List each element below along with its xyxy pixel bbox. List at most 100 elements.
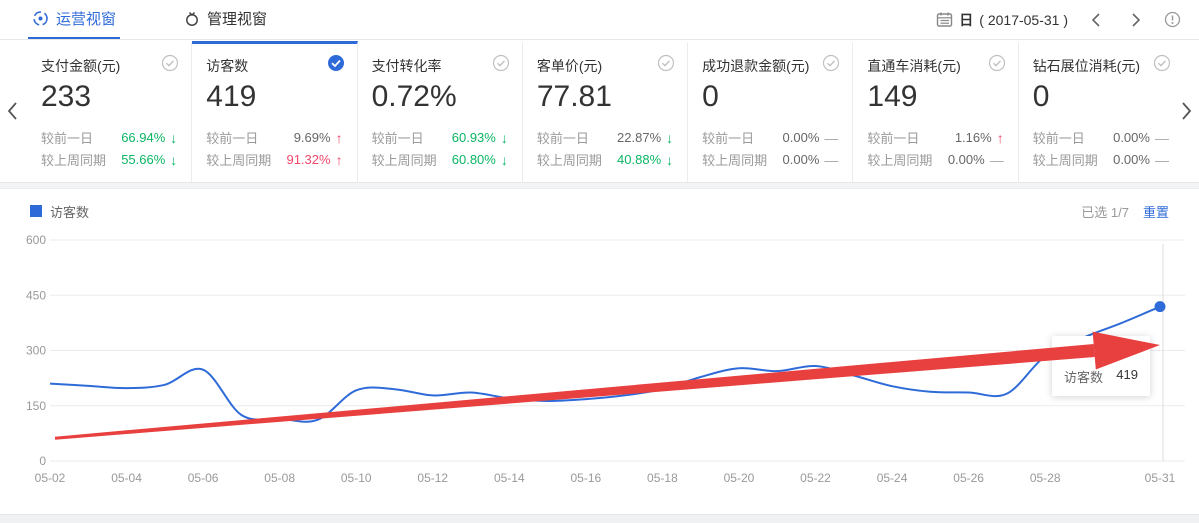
check-icon-selected[interactable] [327, 54, 345, 72]
visitors-line-chart[interactable]: 0 150 300 450 600 05-02 05-04 05-06 05-08 05-10 05… [0, 230, 1199, 505]
trend-up-icon: ↑ [335, 151, 343, 168]
x-axis-tick-label: 05-10 [341, 471, 372, 485]
comparison-label: 较上周同期 [702, 153, 768, 168]
management-view-icon [186, 11, 198, 26]
metric-title: 访客数 [206, 58, 249, 74]
comparison-row: 较上周同期 0.00% — [1033, 149, 1169, 171]
trend-down-icon: ↓ [170, 129, 178, 146]
comparison-row: 较前一日 66.94% ↓ [41, 127, 177, 149]
metric-value: 0 [1032, 80, 1050, 113]
metric-card-5[interactable]: 直通车消耗(元) 149 较前一日 1.16% ↑ 较上周同期 0.00% — [853, 41, 1019, 182]
comparison-value: 0.00% [1113, 130, 1150, 145]
metric-value: 233 [41, 80, 92, 113]
comparison-value: 0.00% [1113, 152, 1150, 167]
comparison-label: 较前一日 [206, 131, 259, 146]
cards-prev-button[interactable] [2, 97, 22, 128]
selected-count: 已选 1/7 [1081, 204, 1129, 220]
metric-cards-strip: 支付金额(元) 233 较前一日 66.94% ↓ 较上周同期 55.66% ↓ 访客数 419 较… [0, 41, 1199, 182]
comparison-row: 较上周同期 60.80% ↓ [372, 149, 508, 171]
trend-up-icon: ↑ [335, 129, 343, 146]
trend-up-icon: ↑ [996, 129, 1004, 146]
chevron-right-icon [1182, 102, 1192, 120]
check-icon[interactable] [822, 54, 840, 72]
tooltip-series-label: 访客数 [1064, 370, 1104, 385]
comparison-label: 较前一日 [536, 131, 589, 146]
date-value: ( 2017-05-31 ) [979, 11, 1068, 28]
metric-card-3[interactable]: 客单价(元) 77.81 较前一日 22.87% ↓ 较上周同期 40.88% ↓ [522, 41, 689, 182]
comparison-row: 较前一日 0.00% — [1033, 127, 1169, 149]
metric-value: 0 [702, 80, 719, 113]
comparison-value: 9.69% [293, 130, 331, 145]
metric-comparisons: 较前一日 0.00% — 较上周同期 0.00% — [1033, 127, 1169, 171]
date-picker[interactable]: 日 ( 2017-05-31 ) [936, 10, 1068, 30]
comparison-row: 较上周同期 91.32% ↑ [206, 149, 342, 171]
tab-management-view[interactable]: 管理视窗 [180, 0, 271, 39]
data-point-marker[interactable] [1154, 301, 1166, 313]
metric-value: 0.72% [371, 80, 457, 113]
y-axis-tick-label: 150 [26, 399, 46, 413]
comparison-value: 91.32% [286, 152, 331, 167]
tooltip-date: 05-31 [1064, 344, 1095, 358]
trend-down-icon: ↓ [500, 151, 508, 168]
comparison-value: 60.80% [451, 152, 496, 167]
info-button[interactable] [1164, 11, 1181, 28]
metric-card-4[interactable]: 成功退款金额(元) 0 较前一日 0.00% — 较上周同期 0.00% — [688, 41, 854, 182]
metric-value: 149 [867, 80, 918, 113]
x-axis-tick-label: 05-26 [953, 471, 984, 485]
comparison-value: 0.00% [782, 152, 820, 167]
reset-link[interactable]: 重置 [1142, 204, 1169, 220]
comparison-row: 较上周同期 0.00% — [867, 149, 1003, 171]
metric-card-0[interactable]: 支付金额(元) 233 较前一日 66.94% ↓ 较上周同期 55.66% ↓ [27, 41, 193, 182]
comparison-value: 66.94% [121, 130, 166, 145]
comparison-row: 较上周同期 0.00% — [702, 149, 838, 171]
metric-title: 支付金额(元) [41, 58, 121, 74]
x-axis-tick-label: 05-22 [800, 471, 831, 485]
check-icon[interactable] [657, 54, 675, 72]
tab-label: 管理视窗 [207, 11, 268, 28]
y-axis-tick-label: 300 [26, 344, 46, 358]
trend-down-icon: ↓ [500, 129, 508, 146]
tooltip-value: 419 [1116, 367, 1138, 382]
metric-title: 成功退款金额(元) [702, 58, 810, 74]
trend-flat-icon: — [824, 129, 839, 146]
comparison-row: 较前一日 0.00% — [702, 127, 838, 149]
check-icon[interactable] [1153, 54, 1171, 72]
info-icon [1164, 11, 1181, 28]
page-bottom-strip [0, 514, 1199, 523]
comparison-label: 较上周同期 [536, 153, 602, 168]
metric-card-1[interactable]: 访客数 419 较前一日 9.69% ↑ 较上周同期 91.32% ↑ [192, 41, 358, 182]
x-axis-tick-label: 05-16 [571, 471, 602, 485]
x-axis-tick-label: 05-08 [264, 471, 295, 485]
comparison-row: 较前一日 60.93% ↓ [372, 127, 508, 149]
metric-comparisons: 较前一日 66.94% ↓ 较上周同期 55.66% ↓ [41, 127, 177, 171]
comparison-value: 0.00% [947, 152, 985, 167]
check-icon[interactable] [988, 54, 1006, 72]
chevron-right-icon [1132, 12, 1141, 27]
tab-operations-view[interactable]: 运营视窗 [28, 0, 121, 39]
x-axis-tick-label: 05-24 [877, 471, 908, 485]
next-date-button[interactable] [1123, 10, 1150, 30]
operations-view-icon [33, 11, 48, 26]
comparison-label: 较上周同期 [206, 153, 272, 168]
prev-date-button[interactable] [1082, 10, 1109, 30]
metric-comparisons: 较前一日 22.87% ↓ 较上周同期 40.88% ↓ [537, 127, 673, 171]
legend-item-visitors[interactable]: 访客数 [30, 202, 89, 221]
metric-card-6[interactable]: 钻石展位消耗(元) 0 较前一日 0.00% — 较上周同期 0.00% — [1018, 41, 1183, 182]
comparison-row: 较前一日 22.87% ↓ [537, 127, 673, 149]
comparison-label: 较前一日 [371, 131, 424, 146]
cards-next-button[interactable] [1177, 97, 1197, 128]
metric-card-2[interactable]: 支付转化率 0.72% 较前一日 60.93% ↓ 较上周同期 60.80% ↓ [357, 41, 523, 182]
comparison-value: 0.00% [782, 130, 820, 145]
date-granularity: 日 [959, 11, 974, 28]
x-axis-tick-label: 05-06 [188, 471, 219, 485]
y-axis-tick-label: 0 [39, 454, 46, 468]
trend-flat-icon: — [1154, 129, 1169, 146]
x-axis-tick-label: 05-28 [1030, 471, 1061, 485]
chart-canvas[interactable]: 0 150 300 450 600 05-02 05-04 05-06 05-08 05-10 05… [0, 230, 1199, 505]
check-icon[interactable] [161, 54, 179, 72]
trend-flat-icon: — [989, 151, 1004, 168]
tab-label: 运营视窗 [56, 11, 117, 28]
check-icon[interactable] [492, 54, 510, 72]
chevron-left-icon [1091, 12, 1100, 27]
x-axis-tick-label: 05-14 [494, 471, 525, 485]
